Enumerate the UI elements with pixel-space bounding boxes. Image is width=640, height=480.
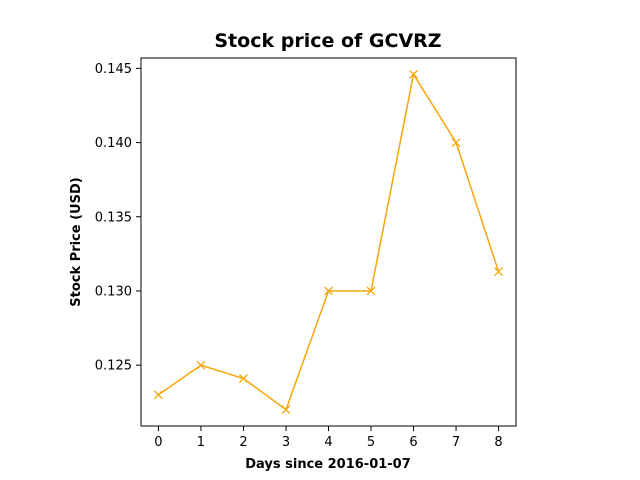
y-tick-label: 0.140	[95, 136, 132, 151]
data-point-marker	[239, 374, 248, 383]
x-tick-label: 0	[154, 435, 162, 450]
data-point-marker	[451, 138, 461, 148]
x-tick-label: 6	[409, 435, 417, 450]
x-tick-label: 8	[494, 435, 502, 450]
y-tick-label: 0.145	[95, 62, 132, 77]
data-point-marker	[366, 286, 376, 296]
y-axis-label: Stock Price (USD)	[69, 177, 84, 306]
data-point-marker	[196, 360, 206, 370]
x-axis-label: Days since 2016-01-07	[245, 457, 411, 472]
data-point-marker	[153, 390, 163, 400]
y-axis: 0.125 0.130 0.135 0.140 0.145	[95, 62, 141, 374]
x-tick-label: 1	[197, 435, 205, 450]
y-tick-label: 0.135	[95, 210, 132, 225]
x-tick-label: 7	[452, 435, 460, 450]
chart-title: Stock price of GCVRZ	[214, 30, 441, 52]
x-axis: 0 1 2 3 4 5 6 7 8	[154, 426, 503, 450]
x-tick-label: 5	[367, 435, 375, 450]
series-line	[157, 72, 500, 411]
data-point-marker	[494, 267, 504, 277]
x-tick-label: 3	[282, 435, 290, 450]
data-point-marker	[324, 286, 333, 296]
data-point-marker	[409, 69, 418, 79]
y-tick-label: 0.125	[95, 359, 132, 374]
data-point-marker	[281, 405, 291, 415]
x-tick-label: 2	[239, 435, 247, 450]
x-tick-label: 4	[324, 435, 332, 450]
plot-area-frame	[140, 57, 517, 427]
data-markers	[153, 69, 504, 415]
y-tick-label: 0.130	[95, 284, 132, 299]
